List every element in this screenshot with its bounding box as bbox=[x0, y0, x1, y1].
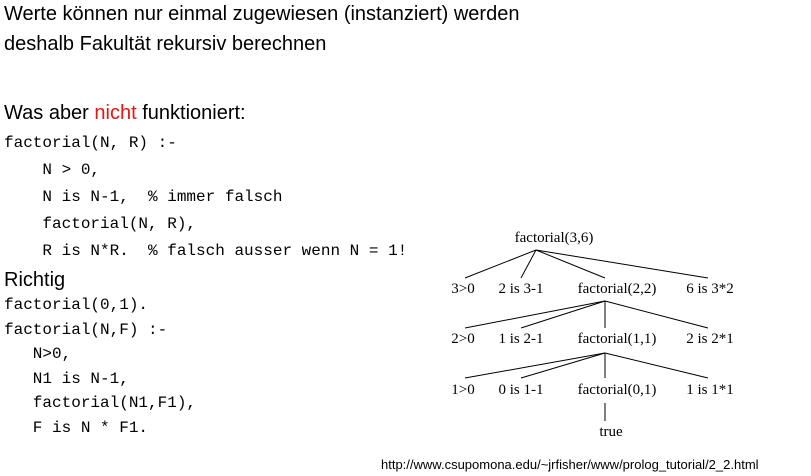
intro-line-2: deshalb Fakultät rekursiv berechnen bbox=[4, 33, 327, 55]
tree-edge bbox=[520, 249, 537, 279]
wrong-code-line: R is N*R. % falsch ausser wenn N = 1! bbox=[4, 242, 408, 260]
tree-node: 6 is 3*2 bbox=[686, 281, 734, 297]
tree-node: 2 is 2*1 bbox=[686, 331, 734, 347]
right-code-line: N>0, bbox=[4, 345, 72, 363]
tree-node: 1>0 bbox=[451, 382, 474, 398]
tree-node: 3>0 bbox=[451, 281, 474, 297]
wrong-heading-highlight: nicht bbox=[94, 102, 137, 124]
tree-edge bbox=[535, 249, 709, 279]
right-heading: Richtig bbox=[4, 269, 66, 291]
tree-edge bbox=[520, 352, 606, 379]
wrong-code-line: N is N-1, % immer falsch bbox=[4, 188, 283, 206]
tree-edge bbox=[604, 352, 709, 379]
right-code-line: F is N * F1. bbox=[4, 419, 149, 437]
right-code-line: factorial(0,1). bbox=[4, 296, 149, 314]
tree-node: 2 is 3-1 bbox=[499, 281, 544, 297]
wrong-code-line: factorial(N, R), bbox=[4, 215, 197, 233]
tree-edges bbox=[464, 249, 709, 421]
right-code-line: N1 is N-1, bbox=[4, 370, 129, 388]
tree-node: 1 is 2-1 bbox=[499, 331, 544, 347]
tree-leaf: true bbox=[599, 424, 623, 440]
tree-node: 1 is 1*1 bbox=[686, 382, 734, 398]
tree-edge bbox=[520, 300, 606, 329]
source-url[interactable]: http://www.csupomona.edu/~jrfisher/www/p… bbox=[381, 457, 759, 472]
tree-root: factorial(3,6) bbox=[515, 230, 594, 246]
wrong-heading: Was aber nicht funktioniert: bbox=[4, 101, 246, 125]
wrong-code-line: factorial(N, R) :- bbox=[4, 134, 177, 152]
tree-node: factorial(0,1) bbox=[578, 382, 657, 398]
tree-edge bbox=[464, 300, 606, 329]
right-code-line: factorial(N1,F1), bbox=[4, 394, 197, 412]
tree-edge bbox=[464, 249, 537, 279]
wrong-heading-pre: Was aber bbox=[4, 102, 95, 124]
right-code-line: factorial(N,F) :- bbox=[4, 321, 168, 339]
tree-node: 2>0 bbox=[451, 331, 474, 347]
tree-node: factorial(1,1) bbox=[578, 331, 657, 347]
wrong-code-line: N > 0, bbox=[4, 161, 101, 179]
tree-node: factorial(2,2) bbox=[578, 281, 657, 297]
tree-edge bbox=[464, 352, 606, 379]
tree-edge bbox=[535, 249, 606, 279]
wrong-heading-post: funktioniert: bbox=[136, 102, 246, 124]
tree-edge bbox=[604, 300, 709, 329]
intro-line-1: Werte können nur einmal zugewiesen (inst… bbox=[4, 3, 520, 25]
tree-node: 0 is 1-1 bbox=[499, 382, 544, 398]
